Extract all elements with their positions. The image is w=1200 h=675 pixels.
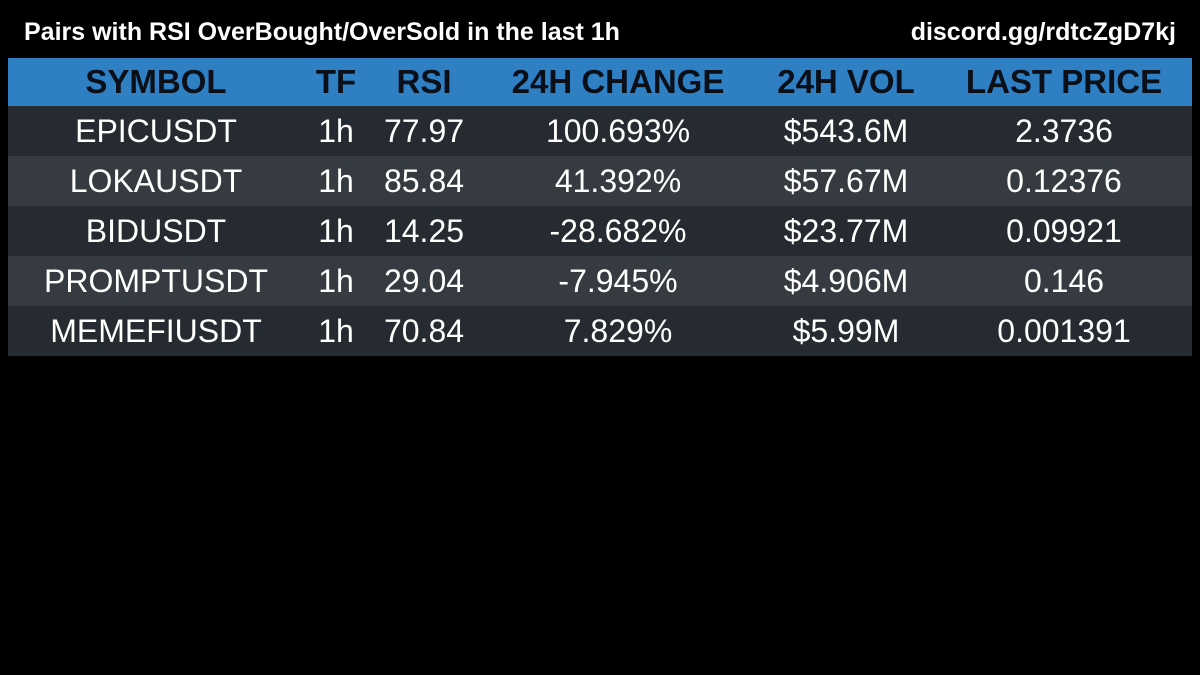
cell-symbol: EPICUSDT bbox=[8, 106, 304, 156]
column-header-tf: TF bbox=[304, 58, 368, 106]
cell-24h-change: -28.682% bbox=[480, 206, 756, 256]
cell-24h-change: -7.945% bbox=[480, 256, 756, 306]
cell-rsi: 70.84 bbox=[368, 306, 480, 356]
cell-24h-change: 100.693% bbox=[480, 106, 756, 156]
cell-symbol: PROMPTUSDT bbox=[8, 256, 304, 306]
cell-24h-vol: $543.6M bbox=[756, 106, 936, 156]
cell-24h-vol: $57.67M bbox=[756, 156, 936, 206]
rsi-table: SYMBOL TF RSI 24H CHANGE 24H VOL LAST PR… bbox=[8, 58, 1192, 356]
cell-symbol: MEMEFIUSDT bbox=[8, 306, 304, 356]
table-header-row: SYMBOL TF RSI 24H CHANGE 24H VOL LAST PR… bbox=[8, 58, 1192, 106]
column-header-symbol: SYMBOL bbox=[8, 58, 304, 106]
cell-rsi: 85.84 bbox=[368, 156, 480, 206]
column-header-24h-vol: 24H VOL bbox=[756, 58, 936, 106]
cell-last-price: 0.146 bbox=[936, 256, 1192, 306]
cell-rsi: 14.25 bbox=[368, 206, 480, 256]
page-title: Pairs with RSI OverBought/OverSold in th… bbox=[24, 18, 620, 46]
table-row: PROMPTUSDT 1h 29.04 -7.945% $4.906M 0.14… bbox=[8, 256, 1192, 306]
column-header-24h-change: 24H CHANGE bbox=[480, 58, 756, 106]
table-row: BIDUSDT 1h 14.25 -28.682% $23.77M 0.0992… bbox=[8, 206, 1192, 256]
cell-symbol: BIDUSDT bbox=[8, 206, 304, 256]
cell-tf: 1h bbox=[304, 256, 368, 306]
cell-24h-vol: $5.99M bbox=[756, 306, 936, 356]
cell-symbol: LOKAUSDT bbox=[8, 156, 304, 206]
cell-24h-change: 7.829% bbox=[480, 306, 756, 356]
cell-tf: 1h bbox=[304, 306, 368, 356]
cell-last-price: 0.001391 bbox=[936, 306, 1192, 356]
cell-24h-vol: $23.77M bbox=[756, 206, 936, 256]
cell-tf: 1h bbox=[304, 106, 368, 156]
table-row: EPICUSDT 1h 77.97 100.693% $543.6M 2.373… bbox=[8, 106, 1192, 156]
discord-link[interactable]: discord.gg/rdtcZgD7kj bbox=[910, 18, 1176, 46]
column-header-rsi: RSI bbox=[368, 58, 480, 106]
header: Pairs with RSI OverBought/OverSold in th… bbox=[0, 0, 1200, 62]
cell-24h-change: 41.392% bbox=[480, 156, 756, 206]
cell-24h-vol: $4.906M bbox=[756, 256, 936, 306]
cell-tf: 1h bbox=[304, 206, 368, 256]
table-row: MEMEFIUSDT 1h 70.84 7.829% $5.99M 0.0013… bbox=[8, 306, 1192, 356]
cell-rsi: 29.04 bbox=[368, 256, 480, 306]
cell-tf: 1h bbox=[304, 156, 368, 206]
cell-last-price: 2.3736 bbox=[936, 106, 1192, 156]
cell-rsi: 77.97 bbox=[368, 106, 480, 156]
cell-last-price: 0.09921 bbox=[936, 206, 1192, 256]
column-header-last-price: LAST PRICE bbox=[936, 58, 1192, 106]
cell-last-price: 0.12376 bbox=[936, 156, 1192, 206]
table-row: LOKAUSDT 1h 85.84 41.392% $57.67M 0.1237… bbox=[8, 156, 1192, 206]
